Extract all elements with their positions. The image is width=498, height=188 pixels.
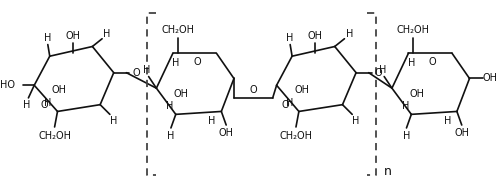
Text: HO: HO (0, 80, 15, 90)
Text: O: O (429, 57, 436, 67)
Text: CH₂OH: CH₂OH (279, 131, 312, 141)
Text: H: H (403, 131, 410, 141)
Text: H: H (402, 101, 409, 111)
Text: OH: OH (409, 89, 424, 99)
Text: H: H (143, 65, 150, 75)
Text: CH₂OH: CH₂OH (38, 131, 71, 141)
Text: O: O (249, 85, 257, 95)
Text: O: O (281, 100, 289, 110)
Text: H: H (353, 116, 360, 126)
Text: H: H (378, 65, 386, 75)
Text: CH₂OH: CH₂OH (397, 25, 430, 35)
Text: OH: OH (308, 31, 323, 41)
Text: CH₂OH: CH₂OH (161, 25, 194, 35)
Text: OH: OH (219, 128, 234, 138)
Text: OH: OH (483, 74, 498, 83)
Text: H: H (208, 116, 215, 126)
Text: H: H (44, 98, 51, 108)
Text: H: H (346, 29, 353, 39)
Text: OH: OH (294, 85, 309, 95)
Text: O: O (374, 68, 382, 78)
Text: O: O (40, 100, 48, 110)
Text: H: H (103, 29, 111, 39)
Text: O: O (193, 57, 201, 67)
Text: H: H (408, 58, 415, 68)
Text: H: H (23, 100, 30, 110)
Text: H: H (110, 116, 118, 126)
Text: OH: OH (174, 89, 189, 99)
Text: H: H (44, 33, 51, 43)
Text: H: H (286, 98, 294, 108)
Text: n: n (384, 165, 392, 178)
Text: OH: OH (454, 128, 469, 138)
Text: H: H (286, 33, 294, 43)
Text: H: H (172, 58, 179, 68)
Text: H: H (166, 101, 174, 111)
Text: H: H (444, 116, 451, 126)
Text: OH: OH (66, 31, 81, 41)
Text: OH: OH (52, 85, 67, 95)
Text: H: H (167, 131, 175, 141)
Text: O: O (132, 68, 140, 78)
